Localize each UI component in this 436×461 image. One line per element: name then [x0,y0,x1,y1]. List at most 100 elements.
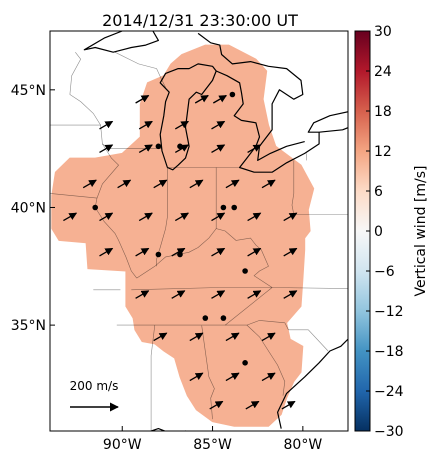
wind-arrow-10 [211,144,226,153]
wind-arrow-33 [211,290,226,299]
wind-arrow-6 [211,120,226,130]
station-marker-8 [242,268,248,274]
colorbar-tick-label-4: −6 [374,264,395,280]
colorbar-tick-label-8: 18 [374,104,392,120]
wind-arrow-29 [247,247,262,257]
y-tick-label-0: 35°N [11,318,46,334]
wind-arrow-8 [138,144,153,153]
station-marker-9 [202,315,209,321]
quiver-key: 200 m/s [70,379,119,412]
wind-arrow-32 [171,290,186,299]
y-tick-label-2: 45°N [11,83,46,99]
wind-arrow-3 [99,120,114,130]
state-border-17 [246,324,286,396]
coastline-4 [83,31,159,53]
colorbar-tick-label-1: −24 [374,384,404,400]
wind-arrow-40 [189,372,204,382]
state-border-14 [201,325,215,420]
station-marker-7 [177,251,183,258]
wind-arrow-43 [209,400,224,410]
wind-arrow-37 [189,332,204,342]
x-tick-label-1: 85°W [193,437,232,453]
wind-field-region [51,44,315,427]
coastline-layer [83,31,348,431]
station-marker-11 [242,360,248,366]
wind-arrow-19 [99,212,114,222]
wind-arrow-14 [153,179,168,189]
x-axis: 90°W 85°W 80°W [103,426,322,453]
wind-arrow-45 [281,400,296,410]
wind-arrow-1 [194,94,209,104]
wind-arrow-36 [153,332,168,342]
wind-arrow-39 [261,332,276,342]
wind-arrow-44 [245,400,260,410]
colorbar-tick-label-6: 6 [374,184,383,200]
wind-vector-layer [63,94,298,410]
coastline-2 [307,111,348,133]
wind-arrow-9 [174,144,189,153]
state-border-1 [114,51,166,88]
wind-arrow-7 [99,144,114,153]
coastline-5 [277,338,348,429]
station-layer [92,91,248,366]
colorbar-tick-label-0: −30 [374,424,404,440]
wind-arrow-27 [171,247,186,257]
state-border-16 [225,320,329,352]
station-marker-3 [92,204,98,211]
map-frame [49,30,349,432]
y-axis: 35°N 40°N 45°N [11,83,55,334]
station-marker-4 [220,204,227,211]
wind-arrow-26 [135,247,150,257]
coastline-1 [215,70,320,173]
station-marker-10 [220,315,227,321]
station-marker-1 [155,143,162,150]
state-border-4 [50,193,98,199]
wind-arrow-16 [225,179,240,189]
wind-arrow-38 [225,332,240,342]
colorbar-ticks: −30 −24 −18 −12 −6 0 6 12 18 24 30 [366,24,404,440]
wind-field-layer [51,44,315,427]
wind-arrow-35 [283,290,298,299]
colorbar-tick-label-3: −12 [374,304,404,320]
station-marker-2 [177,143,183,150]
wind-arrow-25 [99,247,114,257]
wind-arrow-41 [225,372,240,382]
wind-arrow-11 [247,144,262,153]
colorbar-label: Vertical wind [m/s] [413,166,429,297]
wind-arrow-2 [212,94,227,104]
wind-arrow-23 [247,212,262,222]
colorbar-tick-label-9: 24 [374,64,392,80]
colorbar-tick-label-10: 30 [374,24,392,40]
state-border-15 [150,325,156,431]
colorbar-tick-label-7: 12 [374,144,392,160]
wind-arrow-21 [174,212,189,222]
station-marker-0 [229,91,236,98]
x-tick-label-2: 80°W [284,437,323,453]
wind-arrow-34 [247,290,262,299]
wind-arrow-22 [211,212,226,222]
state-border-19 [225,287,273,326]
wind-arrow-12 [82,179,97,189]
x-tick-label-0: 90°W [103,437,142,453]
coastline-3 [197,32,305,161]
wind-arrow-31 [135,290,150,299]
y-tick-label-1: 40°N [11,200,46,216]
state-border-9 [291,160,295,215]
wind-arrow-0 [135,94,150,104]
colorbar-tick-label-2: −18 [374,344,404,360]
chart-title: 2014/12/31 23:30:00 UT [102,11,298,30]
wind-arrow-15 [189,179,204,189]
wind-arrow-17 [261,179,276,189]
wind-arrow-28 [211,247,226,257]
colorbar: −30 −24 −18 −12 −6 0 6 12 18 24 30 Vertical wind [… [354,24,429,440]
state-border-3 [94,143,137,279]
wind-arrow-30 [283,247,298,257]
state-border-5 [156,167,168,267]
wind-arrow-24 [283,212,298,222]
wind-arrow-5 [174,120,189,130]
wind-arrow-13 [117,179,132,189]
wind-arrow-18 [63,212,78,222]
station-marker-6 [155,251,162,258]
map-plot-area: 200 m/s 90°W 85°W 80°W 35°N 40°N 45°N [11,30,349,453]
